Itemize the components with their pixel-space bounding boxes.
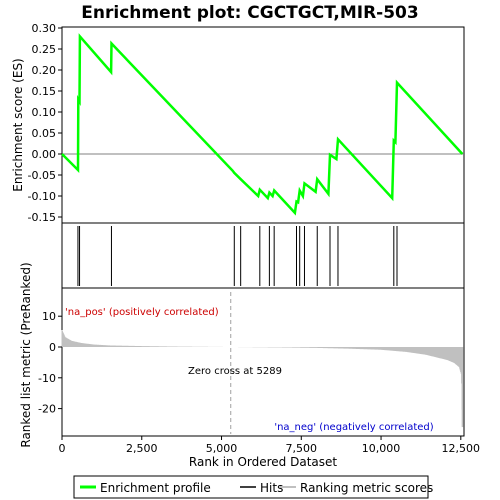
es-ylabel: Enrichment score (ES) bbox=[11, 58, 25, 191]
x-tick-label: 0 bbox=[59, 442, 66, 455]
es-ytick-label: 0.30 bbox=[32, 22, 57, 35]
hits-panel-frame bbox=[61, 222, 465, 289]
x-tick-label: 2,500 bbox=[126, 442, 158, 455]
zero-cross-label: Zero cross at 5289 bbox=[188, 366, 282, 377]
es-ytick-label: 0.25 bbox=[32, 43, 57, 56]
x-tick-label: 7,500 bbox=[286, 442, 318, 455]
es-ytick-label: 0.05 bbox=[32, 127, 57, 140]
es-ytick-label: 0.10 bbox=[32, 106, 57, 119]
legend-metric-label: Ranking metric scores bbox=[300, 481, 433, 495]
es-ytick-label: 0.00 bbox=[32, 148, 57, 161]
neg-label: 'na_neg' (negatively correlated) bbox=[274, 422, 433, 433]
metric-ytick-label: -20 bbox=[38, 403, 56, 416]
x-axis-label: Rank in Ordered Dataset bbox=[189, 455, 337, 469]
metric-panel: 'na_pos' (positively correlated) Zero cr… bbox=[19, 262, 480, 469]
metric-ylabel: Ranked list metric (PreRanked) bbox=[19, 262, 33, 447]
hits-panel bbox=[61, 222, 465, 289]
metric-ytick-label: -10 bbox=[38, 372, 56, 385]
legend-hits-label: Hits bbox=[260, 481, 283, 495]
metric-panel-frame bbox=[61, 287, 465, 437]
metric-ytick-label: 0 bbox=[49, 341, 56, 354]
es-ytick-label: -0.05 bbox=[28, 169, 56, 182]
metric-area bbox=[61, 330, 463, 410]
metric-ytick-label: 10 bbox=[42, 310, 56, 323]
x-tick-label: 10,000 bbox=[362, 442, 401, 455]
es-ytick-label: 0.15 bbox=[32, 85, 57, 98]
chart-title: Enrichment plot: CGCTGCT,MIR-503 bbox=[81, 3, 418, 23]
x-tick-label: 12,500 bbox=[442, 442, 481, 455]
pos-label: 'na_pos' (positively correlated) bbox=[65, 307, 219, 318]
legend: Enrichment profile Hits Ranking metric s… bbox=[73, 475, 433, 499]
legend-profile-label: Enrichment profile bbox=[100, 481, 211, 495]
es-panel: 0.30 0.25 0.20 0.15 0.10 0.05 0.00 -0.05 -0.10 -0… bbox=[11, 22, 465, 224]
x-tick-label: 5,000 bbox=[206, 442, 238, 455]
es-ytick-label: -0.15 bbox=[28, 211, 56, 224]
enrichment-profile-line bbox=[61, 33, 464, 216]
es-ytick-label: -0.10 bbox=[28, 190, 56, 203]
es-ytick-label: 0.20 bbox=[32, 64, 57, 77]
